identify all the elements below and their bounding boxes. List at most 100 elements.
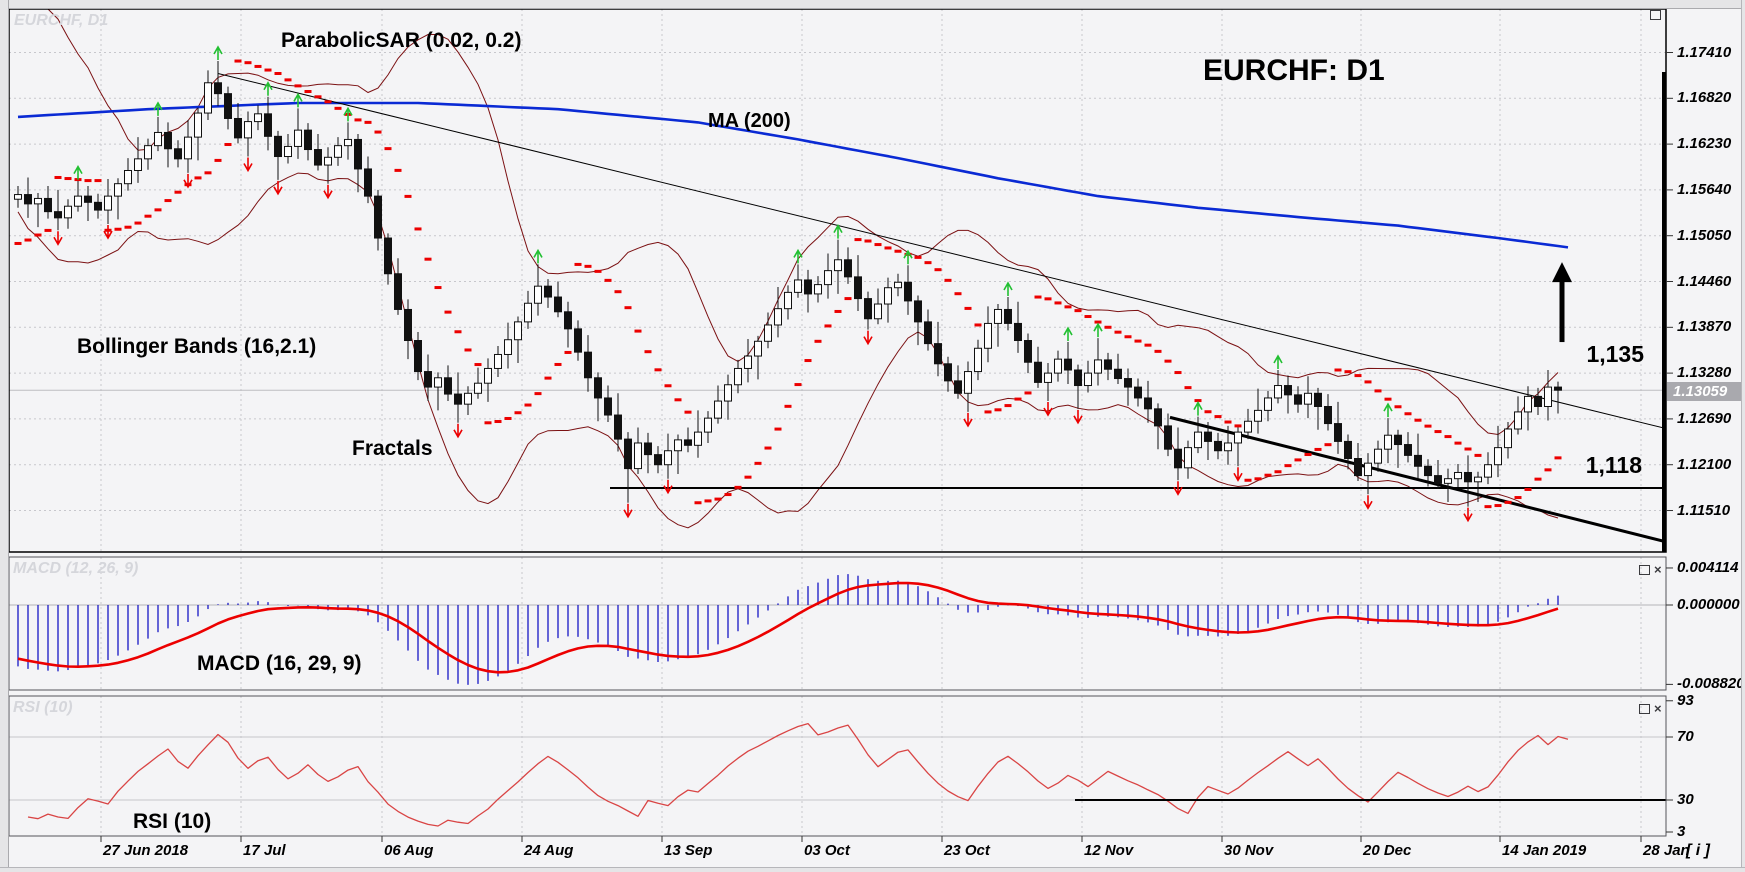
candle <box>814 284 822 295</box>
candle <box>1094 359 1102 374</box>
macd-axis-label: 0.000000 <box>1677 596 1740 613</box>
page-title: EURCHF: D1 <box>1203 54 1385 87</box>
price-axis-label: 1.11510 <box>1677 501 1731 519</box>
date-axis-label: 27 Jun 2018 <box>103 842 189 859</box>
candle <box>694 431 702 446</box>
candle <box>284 145 292 158</box>
rsi-close-icon[interactable]: × <box>1654 701 1662 716</box>
info-button[interactable]: [ i ] <box>1686 842 1710 859</box>
panel-borders <box>8 8 1667 837</box>
candle <box>1174 448 1182 469</box>
date-axis-label: 17 Jul <box>243 842 286 859</box>
candle <box>1524 395 1532 413</box>
candle <box>1114 368 1122 380</box>
price-axis-label: 1.16230 <box>1677 135 1732 153</box>
candle <box>344 138 352 147</box>
candle <box>824 270 832 286</box>
candle <box>1494 447 1502 466</box>
date-axis-label: 23 Oct <box>944 842 990 859</box>
candle <box>1434 475 1442 484</box>
candle <box>394 273 402 310</box>
candle <box>944 363 952 382</box>
candle <box>554 296 562 313</box>
candle <box>594 377 602 399</box>
candle <box>354 138 362 170</box>
candle <box>1344 440 1352 460</box>
candle <box>94 201 102 211</box>
date-axis-label: 24 Aug <box>524 842 574 859</box>
price-axis-label: 1.15050 <box>1677 226 1732 244</box>
candle <box>1504 428 1512 449</box>
candle <box>1014 322 1022 342</box>
candle <box>964 371 972 394</box>
rsi-axis-label: 70 <box>1677 728 1694 745</box>
restore-window-icon[interactable] <box>1650 10 1661 20</box>
candle <box>244 121 252 139</box>
candle <box>1074 369 1082 387</box>
candle <box>104 195 112 211</box>
candle <box>1204 431 1212 442</box>
candle <box>1214 440 1222 452</box>
candle <box>324 156 332 166</box>
candle <box>654 454 662 466</box>
candle <box>544 285 552 298</box>
macd-panel-controls: × <box>1639 562 1662 577</box>
macd-close-icon[interactable]: × <box>1654 562 1662 577</box>
candle <box>1294 394 1302 405</box>
candle <box>1454 471 1462 480</box>
candle <box>1044 372 1052 383</box>
candle <box>154 131 162 147</box>
rsi-restore-icon[interactable] <box>1639 704 1650 714</box>
candle <box>974 347 982 373</box>
price-axis-label: 1.16820 <box>1677 89 1732 107</box>
candle <box>1024 340 1032 363</box>
candle <box>1234 431 1242 444</box>
candle <box>1444 478 1452 484</box>
candle <box>804 279 812 295</box>
candle <box>1154 408 1162 427</box>
candle <box>1274 385 1282 399</box>
last-price-badge: 1.13059 <box>1667 382 1745 401</box>
candle <box>1554 386 1562 391</box>
window-border-left <box>0 0 9 872</box>
candle <box>144 145 152 160</box>
candle <box>1414 454 1422 467</box>
candle <box>374 195 382 239</box>
candle <box>1464 471 1472 483</box>
candle <box>294 129 302 147</box>
candle <box>54 211 62 219</box>
candle <box>1384 434 1392 450</box>
candle <box>1284 385 1292 396</box>
candle <box>624 438 632 470</box>
candle <box>1544 386 1552 407</box>
candle <box>994 308 1002 324</box>
rsi-axis-label: 93 <box>1677 691 1694 709</box>
ma200-line <box>17 101 1569 249</box>
candle <box>1124 378 1132 388</box>
candle <box>24 194 32 205</box>
candle <box>604 397 612 416</box>
rsi-watermark: RSI (10) <box>13 699 73 716</box>
candle <box>464 392 472 405</box>
candle <box>114 183 122 197</box>
candle <box>564 311 572 330</box>
candle <box>1224 442 1232 452</box>
candle <box>224 93 232 119</box>
date-axis-label: 13 Sep <box>664 842 713 859</box>
price-axis-label: 1.17410 <box>1677 43 1732 61</box>
candle <box>954 380 962 394</box>
macd-restore-icon[interactable] <box>1639 565 1650 575</box>
candle <box>724 384 732 402</box>
candle <box>264 113 272 137</box>
candle <box>1394 434 1402 446</box>
candle <box>764 324 772 342</box>
up-arrow-annotation <box>1552 262 1572 343</box>
candle <box>794 279 802 293</box>
candle <box>484 367 492 384</box>
candle <box>1354 458 1362 477</box>
candle <box>384 237 392 275</box>
macd-watermark: MACD (12, 26, 9) <box>13 560 139 577</box>
price-axis-label: 1.13870 <box>1677 318 1732 336</box>
